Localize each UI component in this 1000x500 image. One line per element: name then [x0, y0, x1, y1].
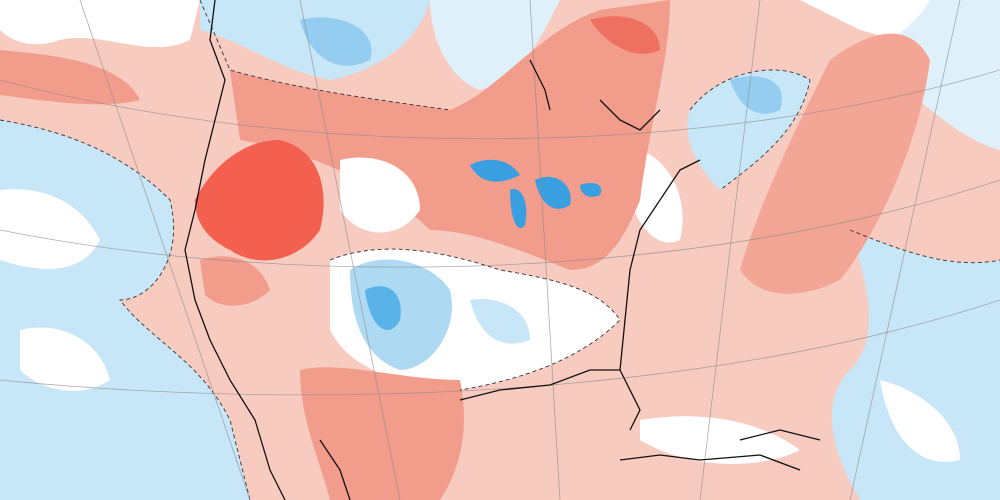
coastlines [184, 0, 821, 500]
